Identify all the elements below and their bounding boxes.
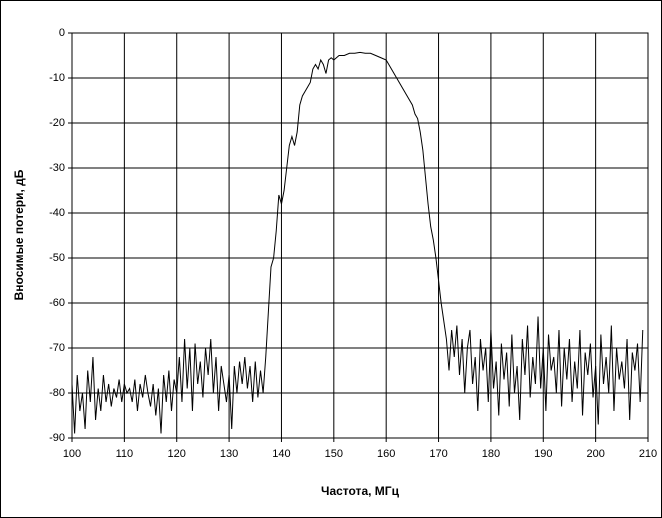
y-tick-label: -90 bbox=[49, 432, 65, 444]
x-tick-label: 200 bbox=[586, 448, 604, 460]
x-tick-label: 120 bbox=[168, 448, 186, 460]
x-tick-label: 210 bbox=[639, 448, 657, 460]
x-tick-label: 160 bbox=[377, 448, 395, 460]
y-tick-label: -50 bbox=[49, 252, 65, 264]
y-axis-title: Вносимые потери, дБ bbox=[12, 169, 26, 300]
x-tick-label: 140 bbox=[272, 448, 290, 460]
y-tick-label: -20 bbox=[49, 117, 65, 129]
y-tick-label: -40 bbox=[49, 207, 65, 219]
y-tick-label: -10 bbox=[49, 72, 65, 84]
y-tick-label: -70 bbox=[49, 342, 65, 354]
x-tick-label: 130 bbox=[220, 448, 238, 460]
x-tick-label: 180 bbox=[482, 448, 500, 460]
y-tick-label: -60 bbox=[49, 297, 65, 309]
x-tick-label: 190 bbox=[534, 448, 552, 460]
series-line bbox=[71, 51, 644, 434]
x-tick-label: 150 bbox=[325, 448, 343, 460]
x-tick-label: 170 bbox=[429, 448, 447, 460]
x-axis-title: Частота, МГц bbox=[321, 484, 400, 498]
y-tick-label: 0 bbox=[59, 27, 65, 39]
plot-area bbox=[71, 32, 649, 439]
x-tick-label: 110 bbox=[116, 448, 134, 460]
x-tick-label: 100 bbox=[63, 448, 81, 460]
y-tick-label: -80 bbox=[49, 387, 65, 399]
y-tick-label: -30 bbox=[49, 162, 65, 174]
